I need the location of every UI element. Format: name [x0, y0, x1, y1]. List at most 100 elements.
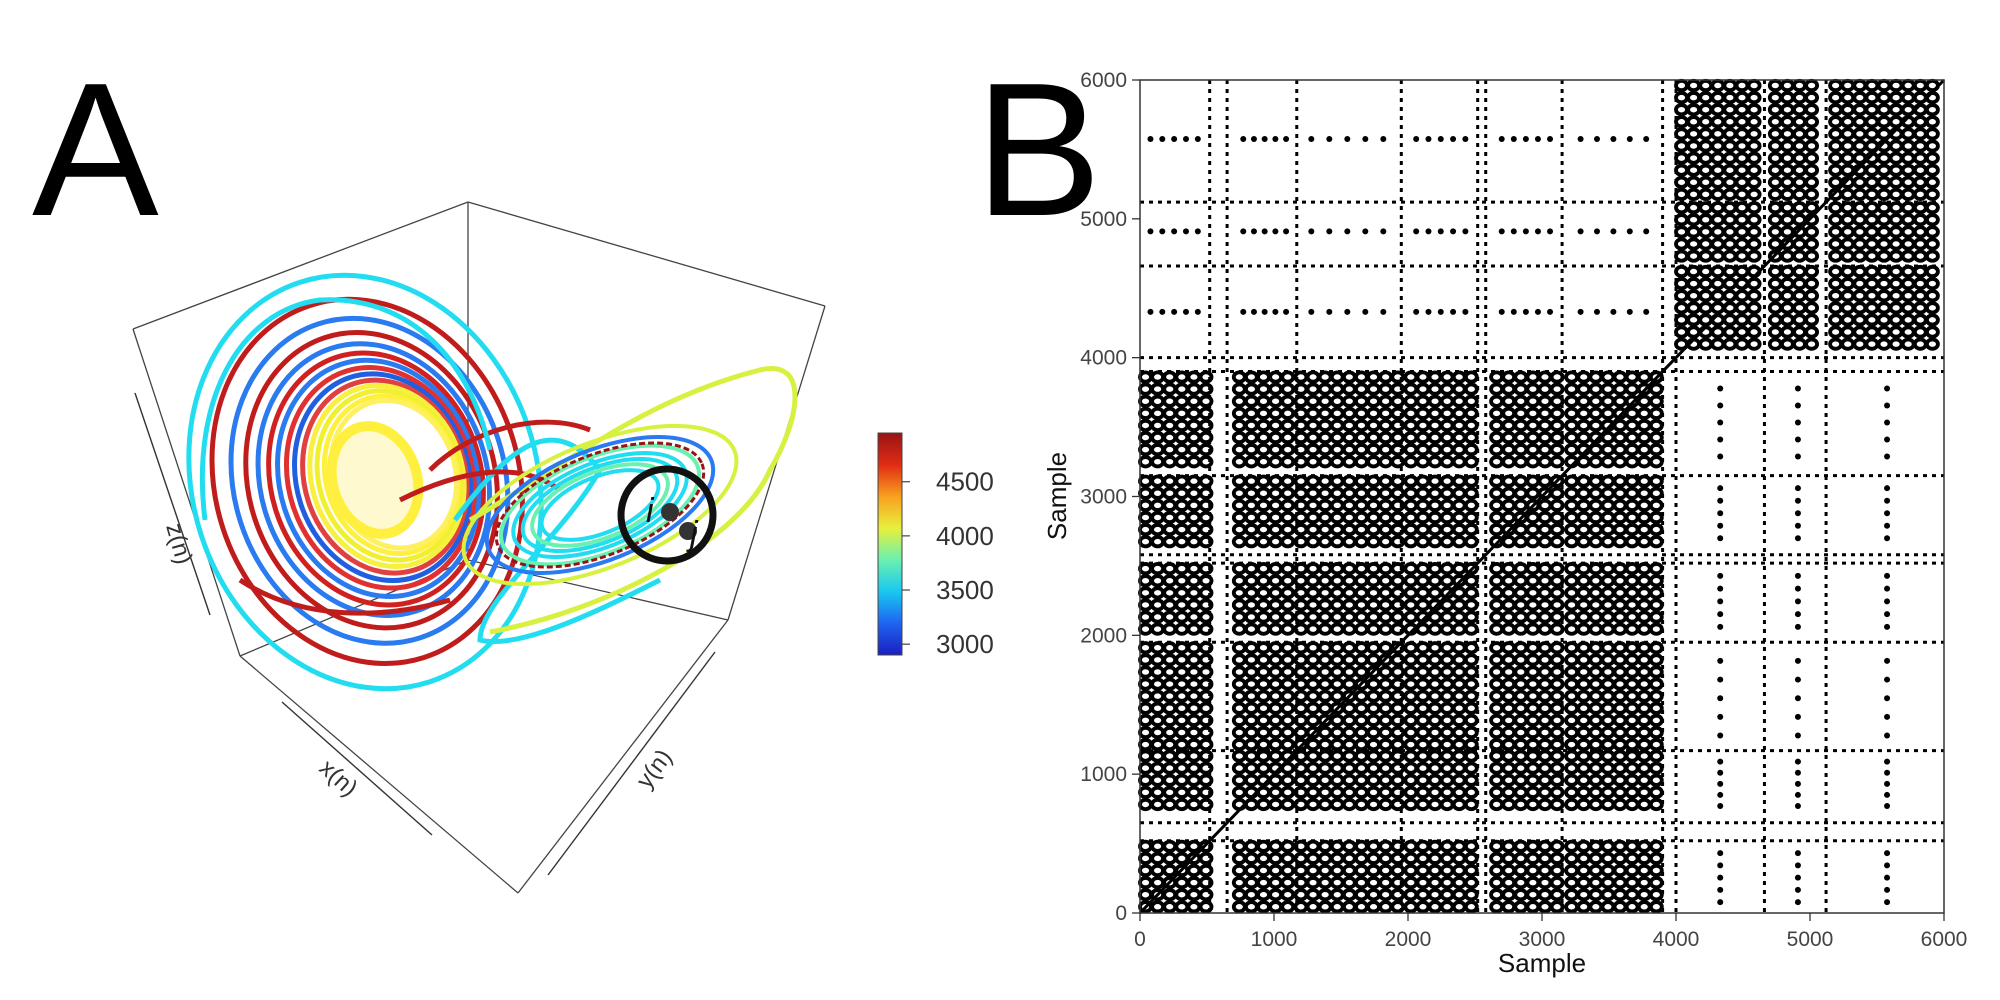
recurrence-point — [1243, 455, 1259, 469]
recurrence-point — [1317, 598, 1333, 612]
recurrence-point — [1451, 510, 1467, 525]
recurrence-point — [1341, 574, 1357, 588]
recurrence-point — [1138, 797, 1153, 812]
recurrence-point — [1624, 455, 1640, 469]
recurrence-point — [1317, 701, 1333, 715]
recurrence-point — [1612, 773, 1628, 787]
recurrence-point — [1525, 474, 1541, 488]
recurrence-point — [1636, 665, 1652, 679]
recurrence-point — [1427, 382, 1443, 396]
recurrence-point — [1439, 443, 1455, 457]
recurrence-point — [1243, 586, 1259, 600]
recurrence-point — [1588, 749, 1604, 763]
recurrence-point — [1439, 455, 1455, 469]
recurrence-point — [1674, 103, 1689, 117]
recurrence-point — [1463, 839, 1479, 853]
recurrence-point — [1403, 610, 1419, 624]
recurrence-point — [1674, 225, 1689, 239]
recurrence-point — [1451, 586, 1467, 600]
recurrence-point — [1439, 610, 1455, 624]
recurrence-point — [1280, 622, 1296, 636]
recurrence-point — [1366, 522, 1381, 537]
recurrence-point — [1884, 535, 1891, 542]
recurrence-point — [1317, 900, 1333, 914]
recurrence-point — [1150, 785, 1166, 799]
recurrence-point — [1341, 677, 1357, 691]
recurrence-point — [1588, 522, 1604, 537]
recurrence-point — [1280, 665, 1296, 679]
recurrence-point — [1722, 225, 1738, 239]
recurrence-point — [1840, 127, 1856, 141]
recurrence-point — [1231, 839, 1247, 853]
recurrence-point — [1717, 611, 1724, 618]
recurrence-point — [1308, 308, 1315, 315]
recurrence-point — [1924, 187, 1940, 201]
recurrence-point — [1415, 574, 1431, 588]
recurrence-point — [1329, 622, 1345, 636]
recurrence-point — [1240, 136, 1247, 143]
recurrence-point — [1564, 749, 1580, 763]
recurrence-point — [1698, 237, 1714, 251]
recurrence-point — [1513, 851, 1529, 866]
recurrence-point — [1366, 737, 1381, 752]
recurrence-point — [1674, 313, 1689, 327]
recurrence-point — [1390, 562, 1406, 576]
recurrence-point — [1884, 623, 1891, 630]
recurrence-point — [1828, 201, 1844, 215]
recurrence-point — [1794, 803, 1801, 810]
recurrence-point — [1138, 474, 1153, 488]
recurrence-point — [1510, 136, 1517, 143]
recurrence-point — [1415, 443, 1431, 457]
recurrence-block — [1293, 749, 1406, 812]
recurrence-point — [1138, 641, 1153, 655]
recurrence-point — [1588, 785, 1604, 799]
recurrence-point — [1305, 773, 1321, 787]
recurrence-point — [1341, 851, 1357, 866]
recurrence-point — [1624, 677, 1640, 691]
recurrence-point — [1403, 737, 1419, 752]
recurrence-point — [1746, 201, 1762, 215]
recurrence-point — [1767, 325, 1783, 339]
recurrence-point — [1451, 689, 1467, 703]
recurrence-point — [1852, 277, 1868, 291]
recurrence-point — [1513, 641, 1529, 655]
recurrence-point — [1624, 761, 1640, 775]
trajectory-loop-left — [314, 388, 464, 563]
recurrence-point — [1439, 785, 1455, 799]
recurrence-point — [1138, 785, 1153, 799]
recurrence-point — [1864, 201, 1880, 215]
recurrence-point — [1564, 677, 1580, 691]
recurrence-point — [1231, 498, 1247, 512]
recurrence-point — [1489, 610, 1505, 624]
recurrence-point — [1888, 151, 1904, 165]
recurrence-point — [1366, 677, 1381, 691]
recurrence-point — [1243, 773, 1259, 787]
recurrence-point — [1792, 151, 1807, 165]
recurrence-point — [1403, 535, 1419, 549]
recurrence-point — [1463, 653, 1479, 667]
recurrence-point — [1427, 701, 1443, 715]
recurrence-point — [1710, 163, 1726, 177]
recurrence-point — [1427, 455, 1443, 469]
recurrence-point — [1341, 406, 1357, 420]
recurrence-point — [1489, 486, 1505, 500]
recurrence-point — [1912, 127, 1928, 141]
recurrence-point — [1876, 237, 1892, 251]
recurrence-point — [1588, 797, 1604, 812]
recurrence-point — [1390, 863, 1406, 878]
recurrence-point — [1852, 249, 1868, 263]
recurrence-point — [1792, 237, 1807, 251]
recurrence-point — [1231, 418, 1247, 433]
recurrence-point — [1513, 863, 1529, 878]
recurrence-point — [1366, 773, 1381, 787]
recurrence-point — [1344, 308, 1351, 315]
recurrence-point — [1317, 622, 1333, 636]
recurrence-point — [1912, 201, 1928, 215]
recurrence-point — [1329, 498, 1345, 512]
recurrence-point — [1804, 277, 1820, 291]
recurrence-point — [1403, 486, 1419, 500]
recurrence-point — [1390, 455, 1406, 469]
x-tick-label: 0 — [1134, 928, 1146, 951]
recurrence-point — [1698, 289, 1714, 303]
recurrence-point — [1378, 851, 1394, 866]
